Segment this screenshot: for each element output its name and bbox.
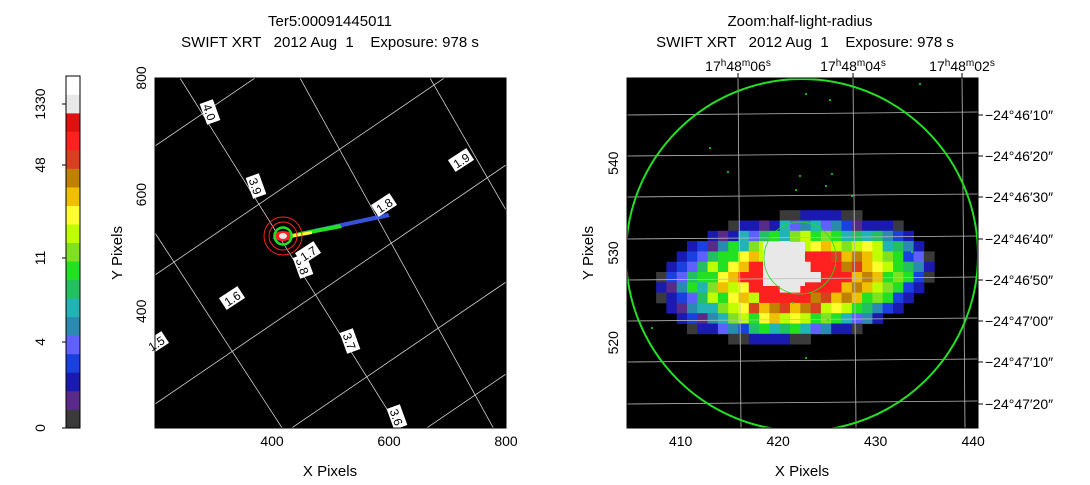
colorbar-swatch — [66, 316, 80, 336]
ra-tick-label: 17h48m04s — [820, 58, 886, 75]
colorbar-swatch — [66, 205, 80, 225]
colorbar-swatch — [66, 224, 80, 244]
left-plot-frame — [154, 77, 507, 429]
grid-line — [429, 78, 506, 211]
colorbar-swatch — [66, 390, 80, 410]
colorbar-swatch — [66, 353, 80, 373]
left-axes: 400 600 800 400 600 800 — [133, 66, 518, 449]
grid-line — [155, 232, 283, 428]
ra-tick-label: 17h48m06s — [705, 58, 771, 75]
grid-line — [155, 164, 506, 405]
colorbar-swatch — [66, 242, 80, 262]
green-dots — [651, 83, 921, 359]
ra-tick-label: 17h48m02s — [929, 58, 995, 75]
dec-tick-label: −24°47′20″ — [985, 396, 1053, 412]
source-region-circle — [627, 78, 978, 428]
x-tick-label: 400 — [260, 433, 284, 449]
right-pixel-map — [656, 210, 935, 345]
grid-line — [425, 373, 506, 428]
dec-tick-label: −24°46′20″ — [985, 148, 1053, 164]
grid-line — [155, 78, 446, 276]
y-tick-label: 540 — [605, 151, 621, 175]
grid-label: 4.0 — [200, 102, 219, 123]
left-image-background — [155, 78, 506, 428]
x-tick-label: 600 — [377, 433, 401, 449]
colorbar-swatch — [66, 409, 80, 429]
x-tick-label: 430 — [864, 433, 888, 449]
right-coordinate-grid — [627, 78, 978, 428]
left-y-axis-label: Y Pixels — [109, 226, 126, 280]
right-x-axis-label: X Pixels — [775, 463, 829, 480]
left-x-axis-label: X Pixels — [303, 463, 357, 480]
grid-label: 3.9 — [246, 176, 265, 197]
right-ra-labels: 17h48m06s 17h48m04s 17h48m02s — [705, 58, 995, 78]
colorbar-swatch — [66, 76, 80, 95]
colorbar-swatch — [66, 168, 80, 188]
right-regions — [627, 78, 978, 428]
colorbar-swatch — [66, 261, 80, 281]
dec-tick-label: −24°47′10″ — [985, 354, 1053, 370]
dec-tick-label: −24°47′00″ — [985, 313, 1053, 329]
colorbar-frame — [65, 75, 81, 429]
left-subtitle: SWIFT XRT 2012 Aug 1 Exposure: 978 s — [181, 34, 479, 51]
y-tick-label: 800 — [133, 66, 149, 90]
y-tick-label: 400 — [133, 299, 149, 323]
half-light-radius-circle — [763, 221, 837, 295]
x-tick-label: 410 — [669, 433, 693, 449]
colorbar-swatch — [66, 335, 80, 355]
colorbar-tick-label: 4 — [32, 338, 48, 346]
colorbar-tick-label: 0 — [32, 424, 48, 432]
colorbar-swatch — [66, 298, 80, 318]
x-tick-label: 420 — [766, 433, 790, 449]
colorbar — [65, 75, 81, 429]
grid-label: 3.6 — [387, 407, 406, 428]
background-annulus-inner — [268, 221, 298, 251]
right-y-axis-label: Y Pixels — [580, 226, 597, 280]
grid-label: 3.7 — [340, 331, 359, 352]
left-title: Ter5:00091445011 — [268, 13, 392, 30]
colorbar-tick-label: 11 — [32, 251, 48, 266]
background-annulus-outer — [263, 216, 303, 256]
left-regions — [263, 216, 303, 256]
colorbar-ticks: 0 4 11 48 1330 — [32, 88, 66, 432]
colorbar-swatch — [66, 94, 80, 114]
grid-line — [299, 78, 494, 428]
grid-line — [155, 78, 256, 147]
y-tick-label: 530 — [605, 241, 621, 265]
right-dec-labels: −24°46′10″ −24°46′20″ −24°46′30″ −24°46′40″… — [978, 107, 1053, 412]
colorbar-tick-label: 48 — [32, 157, 48, 173]
colorbar-swatch — [66, 131, 80, 151]
colorbar-swatch — [66, 113, 80, 132]
y-tick-label: 600 — [133, 183, 149, 207]
colorbar-swatch — [66, 187, 80, 206]
colorbar-tick-label: 1330 — [32, 88, 48, 119]
colorbar-swatch — [66, 279, 80, 299]
x-tick-label: 800 — [494, 433, 518, 449]
dec-tick-label: −24°46′30″ — [985, 189, 1053, 205]
y-tick-label: 520 — [605, 331, 621, 355]
source-region-circle — [273, 226, 293, 246]
colorbar-swatch — [66, 372, 80, 392]
right-axes: 410 420 430 440 520 530 540 — [605, 151, 985, 449]
right-title: Zoom:half-light-radius — [727, 13, 872, 30]
colorbar-swatch — [66, 150, 80, 169]
dec-tick-label: −24°46′10″ — [985, 107, 1053, 123]
dec-tick-label: −24°46′50″ — [985, 272, 1053, 288]
grid-line — [290, 281, 506, 428]
dec-tick-label: −24°46′40″ — [985, 231, 1053, 247]
x-tick-label: 440 — [961, 433, 985, 449]
right-subtitle: SWIFT XRT 2012 Aug 1 Exposure: 978 s — [656, 34, 954, 51]
